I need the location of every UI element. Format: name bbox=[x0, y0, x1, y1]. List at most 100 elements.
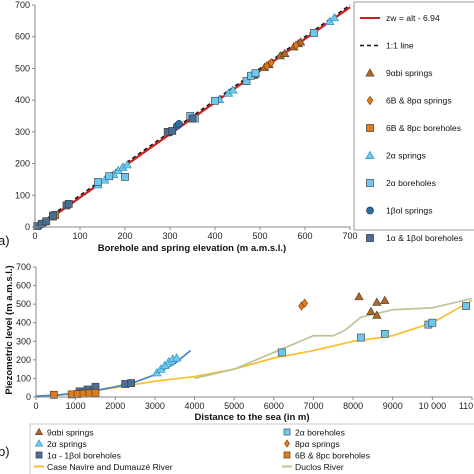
panel-b-legend-swatch-4 bbox=[283, 428, 291, 436]
panel-a-legend-label-4: 6B & 8pc boreholes bbox=[386, 123, 461, 133]
panel-b-x-tick-label-10: 10 000 bbox=[419, 401, 447, 411]
panel-b-y-tick-label-4: 400 bbox=[16, 318, 31, 328]
panel-b-legend-swatch-2 bbox=[35, 451, 43, 459]
panel-a-point-s1-2 bbox=[292, 40, 300, 51]
panel-a-legend-label-2: 9αbi springs bbox=[386, 68, 433, 78]
panel-a-x-tick-label-3: 300 bbox=[162, 231, 177, 241]
panel-b-point-s3-5 bbox=[462, 302, 470, 310]
panel-a-legend-label-1: 1:1 line bbox=[386, 41, 414, 51]
panel-a-point-s3-8 bbox=[228, 85, 238, 94]
panel-a-point-s4-6 bbox=[242, 77, 251, 85]
panel-b-point-s0-1 bbox=[366, 306, 376, 316]
panel-a-x-tick-label-7: 700 bbox=[342, 231, 357, 241]
panel-b-points bbox=[49, 291, 470, 399]
panel-b-point-s0-4 bbox=[372, 310, 382, 319]
panel-b-y-tick-label-1: 100 bbox=[16, 373, 31, 383]
panel-a-point-s4-8 bbox=[251, 69, 260, 78]
panel-a-point-s4-0 bbox=[94, 178, 102, 186]
panel-b-legend-box bbox=[29, 423, 474, 474]
panel-a-point-s6-3 bbox=[49, 211, 57, 220]
panel-a-legend-label-7: 1βol springs bbox=[386, 206, 433, 216]
panel-b-point-s3-1 bbox=[357, 333, 365, 342]
panel-b-x-tick-label-5: 5000 bbox=[224, 401, 244, 411]
panel-b-point-s5-0 bbox=[49, 390, 58, 399]
panel-a-x-tick-label-6: 600 bbox=[297, 231, 312, 241]
panel-b-legend-swatch-1 bbox=[34, 439, 44, 447]
panel-a-legend-swatch-3 bbox=[366, 95, 374, 106]
panel-a-point-s3-5 bbox=[122, 160, 132, 169]
panel-a-y-tick-label-6: 600 bbox=[15, 32, 30, 42]
panel-a-point-s5-4 bbox=[175, 120, 183, 128]
panel-b-legend-swatch-5 bbox=[284, 439, 290, 448]
panel-b-label: b) bbox=[0, 444, 10, 459]
panel-a-point-s4-1 bbox=[105, 172, 114, 181]
panel-a-point-s6-5 bbox=[64, 199, 73, 208]
panel-a-points bbox=[33, 12, 339, 230]
panel-a-point-s3-10 bbox=[329, 12, 339, 22]
panel-a-x-tick-label-0: 0 bbox=[32, 231, 37, 241]
panel-a-x-tick-label-1: 100 bbox=[72, 231, 87, 241]
panel-b-x-tick-label-9: 9000 bbox=[383, 401, 403, 411]
panel-b-y-tick-label-6: 600 bbox=[16, 281, 31, 291]
panel-a-point-s0-4 bbox=[280, 48, 290, 57]
panel-b-legend-label-0: 9αbi springs bbox=[47, 428, 94, 438]
panel-b-legend-label-4: 2α boreholes bbox=[295, 428, 345, 438]
panel-a-legend-label-3: 6B & 8pα springs bbox=[386, 96, 452, 106]
panel-b-legend-label-5: 8pα springs bbox=[295, 439, 340, 449]
panel-a-legend-swatch-6 bbox=[366, 179, 374, 187]
panel-b-y-axis-label: Piezometric level (m a.m.s.l.) bbox=[4, 265, 15, 394]
panel-b-plot-area bbox=[36, 267, 472, 397]
panel-a-x-axis-label: Borehole and spring elevation (m a.m.s.l… bbox=[98, 243, 286, 254]
panel-b-point-s3-2 bbox=[380, 329, 389, 338]
panel-b-legend-label-3: Case Navire and Dumauzé River bbox=[47, 462, 173, 472]
panel-a-y-tick-label-5: 500 bbox=[15, 63, 30, 73]
panel-a-legend-label-0: zw = alt - 6.94 bbox=[386, 13, 440, 23]
panel-b-point-s0-0 bbox=[354, 291, 364, 301]
panel-a-point-s0-7 bbox=[295, 37, 306, 46]
panel-a-legend: zw = alt - 6.94 1:1 line 9αbi springs 6B & … bbox=[353, 1, 474, 243]
panel-b-x-tick-label-1: 1000 bbox=[66, 401, 86, 411]
panel-b-x-tick-label-3: 3000 bbox=[145, 401, 165, 411]
panel-a-legend-swatch-8 bbox=[366, 234, 374, 242]
panel-b-x-tick-label-0: 0 bbox=[33, 401, 38, 411]
panel-b-x-tick-label-4: 4000 bbox=[185, 401, 205, 411]
panel-a-point-s1-0 bbox=[263, 61, 271, 71]
panel-b-y-tick-label-7: 700 bbox=[16, 262, 31, 272]
panel-a-legend-label-5: 2α springs bbox=[386, 151, 426, 161]
panel-a-legend-label-8: 1α & 1βol boreholes bbox=[386, 233, 463, 243]
panel-a-point-s6-8 bbox=[188, 114, 197, 123]
panel-a-point-s4-5 bbox=[211, 96, 219, 105]
panel-b-legend-label-6: 6B & 8pc boreholes bbox=[295, 451, 370, 461]
panel-b-legend-label-7: Duclos River bbox=[295, 462, 344, 472]
panel-b-point-s3-4 bbox=[428, 318, 437, 327]
panel-a-y-tick-label-4: 400 bbox=[15, 95, 30, 105]
panel-a-legend-swatch-4 bbox=[366, 124, 374, 132]
panel-a-y-tick-label-0: 0 bbox=[25, 222, 30, 232]
panel-a-x-tick-label-4: 400 bbox=[207, 231, 222, 241]
panel-a-label: a) bbox=[0, 233, 10, 248]
panel-b-x-tick-label-11: 110 bbox=[459, 401, 473, 411]
panel-b-legend-label-1: 2α springs bbox=[47, 439, 87, 449]
panel-b-y-tick-label-0: 0 bbox=[26, 392, 31, 402]
panel-a-y-tick-label-3: 300 bbox=[15, 127, 30, 137]
panel-b-x-tick-label-2: 2000 bbox=[105, 401, 125, 411]
panel-a-point-s6-7 bbox=[168, 127, 177, 135]
panel-b-axes: 0 1000 2000 3000 4000 5000 6000 7000 8000 9000 10 … bbox=[16, 262, 473, 411]
panel-a-legend-label-6: 2α boreholes bbox=[386, 178, 436, 188]
panel-b-line-1 bbox=[194, 297, 473, 380]
panel-a-point-s4-2 bbox=[121, 173, 129, 181]
panel-a-y-tick-label-1: 100 bbox=[15, 190, 30, 200]
panel-a-y-tick-label-7: 700 bbox=[15, 0, 30, 10]
panel-a-legend-swatch-7 bbox=[366, 206, 374, 215]
panel-a-point-s6-2 bbox=[42, 217, 51, 226]
panel-b-point-s0-3 bbox=[380, 295, 390, 304]
panel-b-legend-swatch-0 bbox=[34, 427, 44, 436]
panel-b: 0 1000 2000 3000 4000 5000 6000 7000 8000 9000 10 … bbox=[0, 262, 474, 474]
panel-b-x-axis-label: Distance to the sea (in m) bbox=[194, 412, 309, 423]
panel-b-y-tick-label-2: 200 bbox=[16, 355, 31, 365]
panel-b-point-s0-2 bbox=[372, 297, 382, 306]
panel-b-point-s2-4 bbox=[127, 379, 135, 387]
panel-b-legend-label-2: 1α - 1βol boreholes bbox=[47, 451, 121, 461]
panel-b-point-s1-5 bbox=[171, 353, 182, 362]
